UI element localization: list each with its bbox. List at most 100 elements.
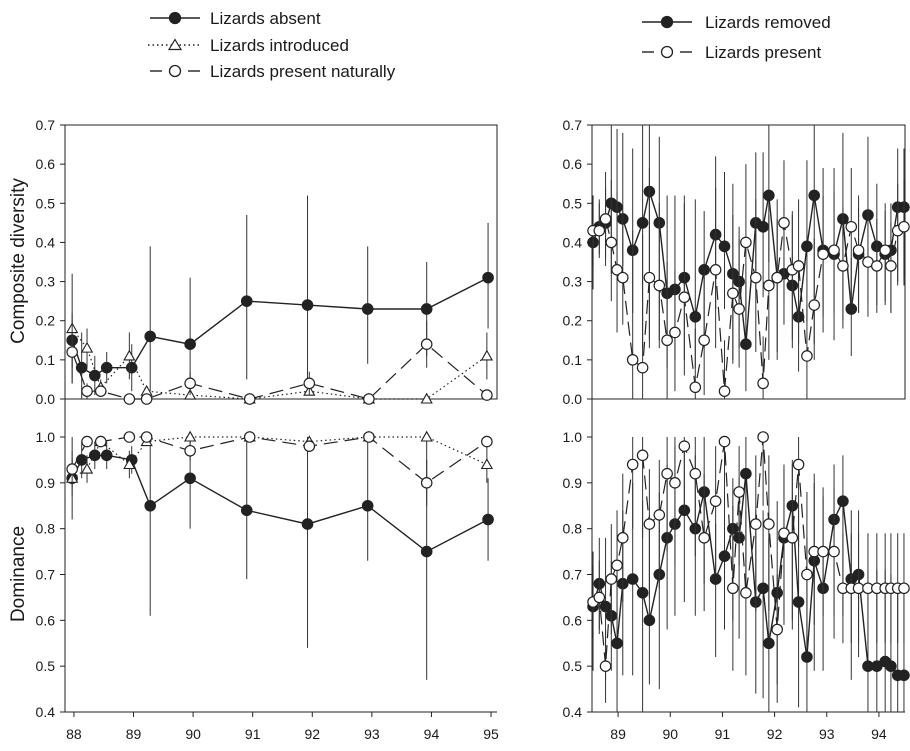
data-point [616,532,629,544]
filled-circle-marker-icon [660,15,674,29]
data-point [184,472,196,485]
data-point [626,354,639,366]
data-point [301,518,314,530]
data-point [653,509,666,521]
data-point [593,224,606,237]
data-point [885,260,897,272]
data-point [611,637,623,650]
data-point [792,458,805,471]
x-tick-label: 94 [424,726,440,742]
data-point [80,462,94,474]
data-point [845,303,858,315]
data-point [616,271,629,284]
data-point [363,431,375,443]
y-tick-label: 0.7 [563,567,583,583]
legend-label-lizards-present-naturally: Lizards present naturally [210,62,396,81]
data-point [611,559,623,572]
data-point [669,477,681,489]
data-point [709,264,722,276]
series-line [592,188,904,345]
x-tick-label: 94 [871,726,887,742]
data-point [361,499,374,512]
data-point [626,573,639,585]
legend-label-lizards-present: Lizards present [705,43,822,62]
data-point [801,240,813,253]
data-point [792,260,805,272]
plot-frame [591,124,906,400]
data-point [740,338,752,350]
y-tick-label: 0.7 [36,567,56,583]
data-point [740,236,752,249]
data-point [183,430,197,442]
x-tick-label: 92 [767,726,783,742]
x-tick-label: 90 [662,726,678,742]
data-point [75,361,88,374]
y-tick-label: 0.4 [563,234,583,250]
data-point [885,660,897,672]
data-point [626,458,639,471]
data-point [81,385,93,397]
y-tick-label: 0.7 [36,117,56,133]
data-point [481,435,493,448]
legend-label-lizards-absent: Lizards absent [210,9,321,28]
series-lizards-present-naturally [66,320,493,405]
data-point [240,504,253,517]
data-point [643,271,656,284]
panel-right-composite-diversity: 0.0 0.1 0.2 0.3 0.4 0.5 0.6 0.7 [563,117,910,407]
data-point [593,591,606,604]
legend-left: Lizards absent Lizards introduced Lizard… [148,9,396,81]
data-point [718,385,731,397]
data-point [94,385,107,397]
data-point [898,220,910,233]
data-point [871,260,883,272]
data-point [301,299,314,311]
data-point [184,444,196,457]
data-point [727,582,739,595]
open-triangle-marker-icon [167,38,183,51]
data-point [123,431,136,443]
x-tick-label: 89 [126,726,142,742]
legend-label-lizards-introduced: Lizards introduced [210,36,349,55]
data-point [771,271,783,284]
legend-entry-lizards-present: Lizards present [642,43,822,62]
y-tick-label: 0.7 [563,117,583,133]
y-tick-label: 0.0 [563,391,583,407]
series-lizards-present [587,431,910,703]
data-point [75,454,88,466]
y-axis-label-dominance: Dominance [8,526,29,622]
y-tick-label: 0.6 [563,612,583,628]
series-lizards-present [587,160,910,399]
data-point [66,463,78,475]
y-tick-label: 0.1 [563,352,583,368]
y-tick-label: 0.4 [36,234,56,250]
legend-entry-lizards-introduced: Lizards introduced [148,36,349,55]
data-point [778,217,790,229]
data-point [243,431,256,443]
y-tick-label: 0.5 [36,195,56,211]
data-point [144,330,157,343]
data-point [817,545,829,558]
series-lizards-present-naturally [66,431,493,506]
data-point [763,279,775,292]
data-point [757,220,769,233]
data-point [636,587,649,599]
data-point [808,189,821,202]
data-point [898,669,910,682]
data-point [420,338,433,350]
legend-entry-lizards-absent: Lizards absent [150,9,321,28]
y-tick-label: 0.9 [563,475,583,491]
x-tick-label: 91 [715,726,731,742]
data-point [801,350,813,362]
data-point [763,518,775,530]
data-point [66,346,78,358]
data-point [420,303,433,315]
x-tick-label: 89 [610,726,626,742]
y-tick-label: 0.9 [36,475,56,491]
data-point [144,499,157,512]
series-lizards-absent [66,437,494,680]
data-point [420,430,433,442]
series-lizards-removed [587,437,910,712]
data-point [678,291,691,304]
x-tick-label: 95 [483,726,499,742]
